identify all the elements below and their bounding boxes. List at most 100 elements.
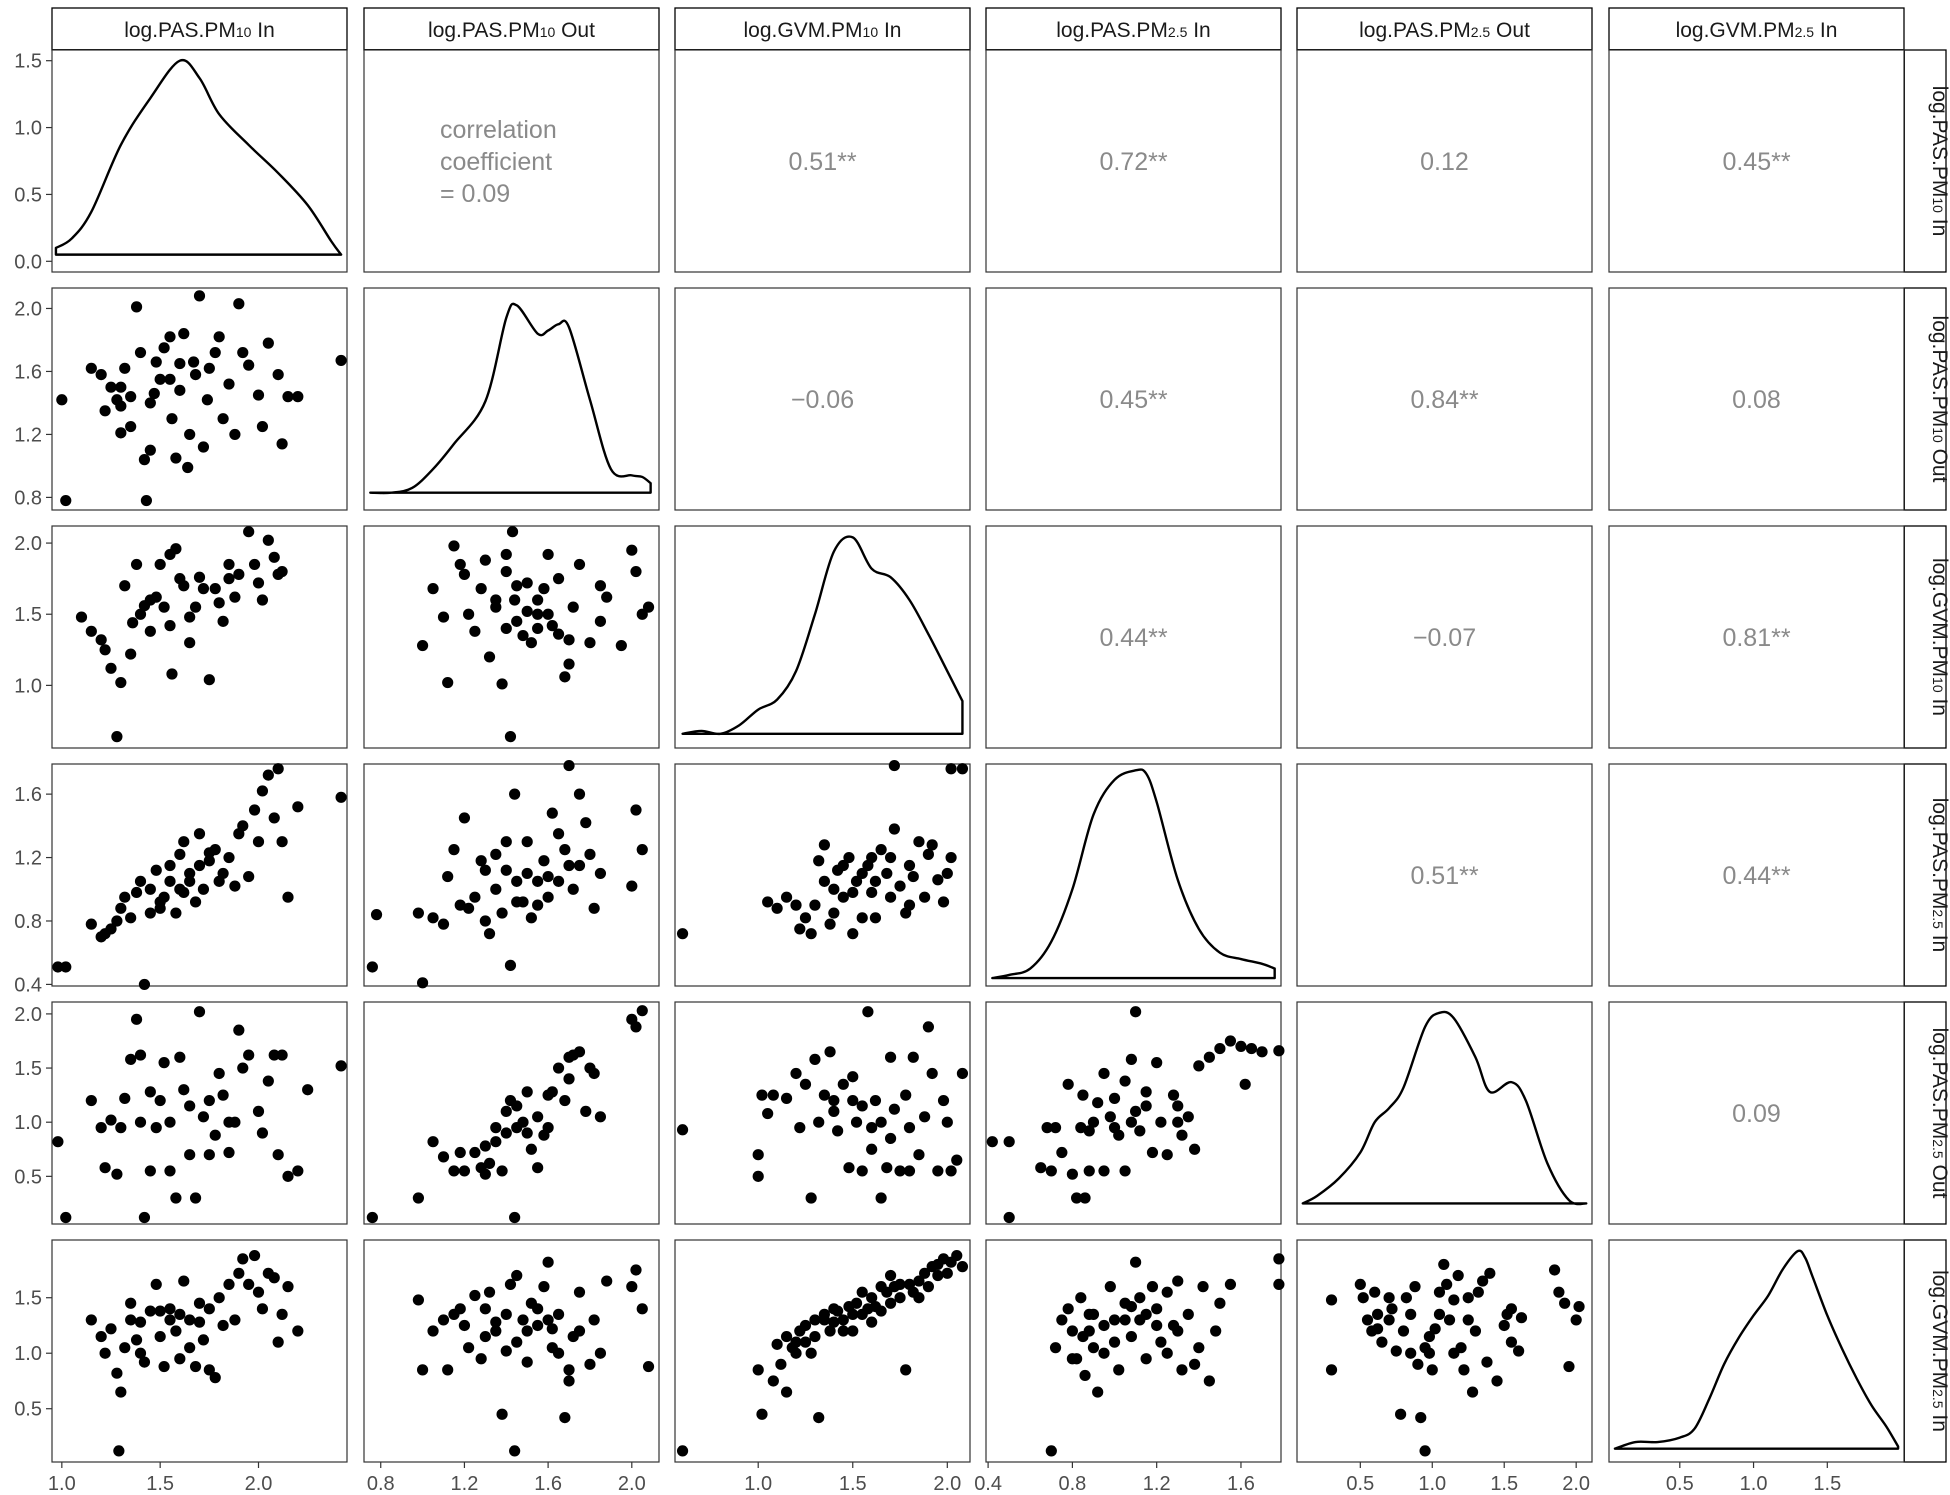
scatter-point	[483, 928, 496, 940]
scatter-panel	[1045, 1253, 1285, 1457]
scatter-point	[203, 1149, 215, 1161]
scatter-point	[189, 601, 202, 613]
scatter-point	[193, 859, 206, 872]
scatter-point	[780, 1330, 793, 1343]
scatter-point	[490, 1325, 502, 1337]
scatter-panel	[676, 1249, 969, 1457]
scatter-point	[144, 1086, 156, 1098]
scatter-point	[945, 851, 957, 864]
correlation-value: 0.45**	[1722, 148, 1790, 176]
scatter-point	[941, 867, 953, 880]
x-tick-label: 1.2	[1143, 1473, 1171, 1495]
scatter-point	[1161, 1286, 1173, 1298]
scatter-point	[1140, 1353, 1152, 1365]
scatter-point	[203, 1094, 215, 1107]
scatter-point	[52, 1136, 64, 1148]
scatter-point	[986, 1136, 998, 1148]
scatter-point	[563, 634, 575, 646]
scatter-point	[824, 1325, 836, 1337]
strip-label-suffix: In	[1187, 19, 1210, 42]
scatter-point	[1041, 1122, 1053, 1134]
scatter-point	[268, 1272, 280, 1284]
x-tick-label: 0.5	[1346, 1473, 1374, 1495]
scatter-point	[130, 301, 143, 313]
right-strip: log.GVM.PM10 In	[1903, 525, 1950, 749]
scatter-point	[504, 959, 517, 971]
right-strip: log.PAS.PM2.5 Out	[1903, 1001, 1950, 1225]
scatter-point	[866, 1122, 878, 1134]
scatter-point	[469, 891, 481, 903]
scatter-point	[1045, 1165, 1057, 1177]
scatter-point	[532, 608, 544, 620]
scatter-point	[138, 454, 151, 466]
scatter-point	[767, 1089, 779, 1101]
scatter-point	[913, 1275, 925, 1287]
scatter-point	[559, 671, 571, 683]
scatter-point	[268, 1049, 280, 1061]
scatter-point	[847, 1071, 859, 1083]
scatter-point	[85, 1094, 97, 1107]
panel-frame	[1608, 49, 1905, 273]
scatter-point	[875, 1116, 887, 1128]
scatter-point	[134, 1347, 147, 1359]
scatter-point	[563, 1073, 575, 1085]
scatter-point	[676, 1445, 689, 1457]
scatter-point	[1003, 1211, 1015, 1224]
scatter-point	[752, 1364, 764, 1376]
scatter-point	[584, 1358, 596, 1370]
scatter-point	[95, 1122, 107, 1134]
scatter-point	[119, 1092, 131, 1104]
scatter-point	[573, 788, 586, 800]
scatter-point	[454, 1146, 466, 1159]
scatter-point	[496, 1165, 508, 1177]
scatter-point	[115, 902, 127, 914]
scatter-point	[164, 1165, 176, 1177]
scatter-panel	[986, 1006, 1285, 1224]
scatter-point	[956, 763, 969, 775]
scatter-point	[1553, 1286, 1565, 1298]
scatter-point	[790, 1347, 802, 1359]
scatter-point	[282, 391, 294, 403]
scatter-point	[1570, 1314, 1582, 1326]
scatter-point	[448, 844, 460, 856]
top-strip-box	[51, 7, 348, 51]
scatter-point	[756, 1089, 768, 1101]
panel-frame	[1608, 1001, 1905, 1225]
scatter-point	[256, 594, 269, 606]
scatter-point	[1224, 1035, 1237, 1047]
scatter-point	[1119, 1165, 1131, 1177]
scatter-point	[115, 400, 127, 412]
scatter-point	[193, 828, 206, 840]
scatter-point	[111, 731, 123, 743]
scatter-point	[99, 405, 111, 417]
scatter-point	[262, 534, 274, 546]
scatter-point	[203, 362, 215, 374]
scatter-point	[1098, 1347, 1110, 1359]
scatter-point	[105, 1323, 117, 1335]
y-tick-label: 1.0	[14, 118, 42, 140]
scatter-point	[272, 763, 284, 775]
scatter-point	[213, 1292, 225, 1304]
scatter-point	[900, 1364, 912, 1376]
scatter-point	[884, 1051, 897, 1063]
scatter-panel	[1325, 1258, 1585, 1457]
scatter-point	[115, 1122, 127, 1134]
y-tick-label: 1.0	[14, 1343, 42, 1365]
scatter-point	[771, 902, 783, 914]
scatter-point	[115, 676, 127, 689]
right-strip-label: log.PAS.PM10 In	[1928, 86, 1950, 237]
scatter-point	[479, 554, 491, 566]
scatter-point	[552, 628, 565, 640]
scatter-point	[636, 1005, 648, 1017]
scatter-point	[174, 1308, 186, 1320]
scatter-point	[511, 1100, 523, 1112]
scatter-point	[875, 1281, 887, 1293]
scatter-point	[521, 577, 533, 589]
scatter-point	[907, 1051, 919, 1063]
scatter-point	[178, 580, 190, 592]
scatter-point	[223, 1116, 235, 1128]
scatter-panel	[416, 526, 655, 743]
scatter-point	[542, 1256, 554, 1268]
scatter-point	[542, 1089, 554, 1101]
scatter-point	[197, 1334, 210, 1346]
